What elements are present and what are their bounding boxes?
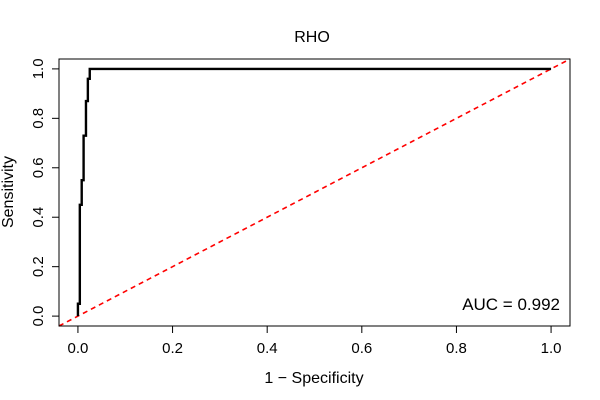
y-tick-label: 0.8: [30, 108, 47, 129]
roc-curve-line: [76, 67, 552, 317]
x-tick-label: 0.8: [446, 340, 467, 357]
x-tick-label: 0.0: [67, 340, 88, 357]
x-tick-label: 1.0: [541, 340, 562, 357]
x-axis: 0.0 0.2 0.4 0.6 0.8 1.0: [67, 325, 562, 357]
y-axis-label: Sensitivity: [0, 156, 17, 228]
y-tick-label: 0.4: [30, 207, 47, 228]
reference-diagonal-line: [58, 58, 571, 327]
x-axis-label: 1 − Specificity: [264, 370, 363, 387]
x-tick-label: 0.4: [257, 340, 278, 357]
y-axis: 0.0 0.2 0.4 0.6 0.8 1.0: [30, 58, 60, 327]
x-tick-label: 0.2: [162, 340, 183, 357]
chart-title: RHO: [294, 29, 330, 46]
y-tick-label: 1.0: [30, 58, 47, 79]
y-tick-label: 0.2: [30, 256, 47, 277]
y-tick-label: 0.6: [30, 157, 47, 178]
auc-annotation: AUC = 0.992: [462, 295, 560, 314]
x-tick-label: 0.6: [351, 340, 372, 357]
y-tick-label: 0.0: [30, 306, 47, 327]
series-layer: [58, 58, 571, 327]
